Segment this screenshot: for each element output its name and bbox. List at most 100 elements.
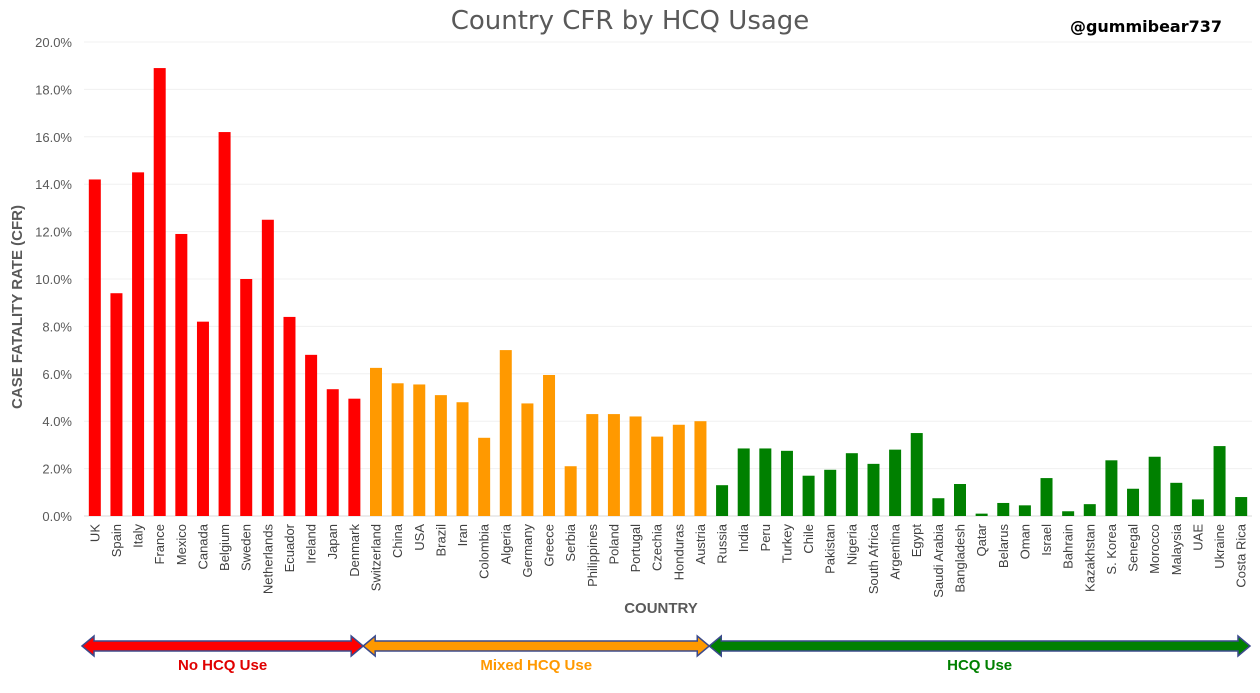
x-tick-label: Senegal <box>1126 524 1141 572</box>
bar <box>261 219 274 516</box>
x-tick-label: Germany <box>520 524 535 578</box>
x-tick-label: Denmark <box>347 524 362 577</box>
x-tick-label: Egypt <box>909 524 924 558</box>
x-tick-label: UAE <box>1190 524 1205 551</box>
bar <box>564 466 577 516</box>
bar <box>845 453 858 516</box>
x-tick-label: Nigeria <box>844 523 859 565</box>
x-tick-label: Czechia <box>650 523 665 571</box>
bar <box>1105 460 1118 516</box>
bar <box>521 403 534 516</box>
x-tick-label: Bangladesh <box>953 524 968 593</box>
bar <box>932 498 945 516</box>
bar <box>586 414 599 516</box>
group-arrow <box>80 634 365 658</box>
bar <box>1235 497 1248 516</box>
bar <box>499 350 512 516</box>
x-tick-label: Canada <box>195 523 210 569</box>
bar <box>1040 478 1053 516</box>
y-tick-label: 4.0% <box>42 414 72 429</box>
bar <box>153 68 166 516</box>
bar <box>737 448 750 516</box>
x-tick-label: Chile <box>801 524 816 554</box>
bar <box>629 416 642 516</box>
y-axis-title: CASE FATALITY RATE (CFR) <box>9 205 26 409</box>
bar <box>889 449 902 516</box>
bar <box>456 402 469 516</box>
x-tick-label: Belarus <box>996 524 1011 569</box>
bar <box>218 132 231 516</box>
x-tick-label: Ukraine <box>1212 524 1227 569</box>
bar <box>283 316 296 516</box>
x-tick-label: Iran <box>455 524 470 546</box>
y-tick-label: 14.0% <box>35 177 72 192</box>
group-label: No HCQ Use <box>178 657 267 674</box>
bar <box>759 448 772 516</box>
bar <box>413 384 426 516</box>
bar <box>305 354 318 516</box>
y-tick-label: 16.0% <box>35 130 72 145</box>
bar <box>910 433 923 516</box>
bar <box>326 389 339 516</box>
bar <box>716 485 729 516</box>
y-tick-label: 0.0% <box>42 509 72 524</box>
bar <box>110 293 123 516</box>
x-tick-label: Poland <box>606 524 621 564</box>
x-tick-label: Pakistan <box>823 524 838 574</box>
x-tick-label: Switzerland <box>369 524 384 591</box>
y-tick-label: 8.0% <box>42 319 72 334</box>
x-tick-label: Morocco <box>1147 524 1162 574</box>
x-tick-label: Argentina <box>888 523 903 579</box>
group-arrow <box>362 634 711 658</box>
bar <box>434 395 447 516</box>
x-tick-label: Japan <box>325 524 340 559</box>
bar <box>607 414 620 516</box>
bar <box>1127 488 1140 516</box>
chart-title: Country CFR by HCQ Usage <box>450 6 810 36</box>
bar <box>348 398 361 516</box>
x-tick-label: Costa Rica <box>1234 523 1249 587</box>
x-tick-label: Sweden <box>239 524 254 571</box>
x-tick-label: Algeria <box>498 523 513 564</box>
bars <box>88 68 1248 516</box>
bar <box>1062 511 1075 516</box>
y-axis-ticks: 0.0% 2.0% 4.0% 6.0% 8.0% 10.0% 12.0% 14.0% 16.0%… <box>35 35 72 524</box>
x-axis-labels: UK Spain Italy France Mexico Canada Belgium Swe… <box>87 523 1248 598</box>
bar <box>694 421 707 516</box>
bar <box>824 469 837 516</box>
x-tick-label: Ecuador <box>282 523 297 572</box>
bar <box>651 436 664 516</box>
x-tick-label: S. Korea <box>1104 523 1119 574</box>
bar <box>780 450 793 516</box>
bar <box>954 484 966 516</box>
x-tick-label: Greece <box>542 524 557 567</box>
gridlines <box>84 41 1252 517</box>
x-tick-label: Philippines <box>585 524 600 587</box>
x-tick-label: Italy <box>131 524 146 548</box>
x-tick-label: Russia <box>715 523 730 564</box>
bar <box>478 437 491 516</box>
y-tick-label: 2.0% <box>42 462 72 477</box>
bar <box>391 383 404 516</box>
x-tick-label: Mexico <box>174 524 189 565</box>
x-tick-label: Belgium <box>217 524 232 571</box>
bar <box>1083 504 1096 516</box>
bar <box>543 374 556 516</box>
x-tick-label: China <box>390 523 405 558</box>
x-tick-label: Oman <box>1017 524 1032 559</box>
y-tick-label: 10.0% <box>35 272 72 287</box>
x-tick-label: Ireland <box>304 524 319 564</box>
x-tick-label: Peru <box>758 524 773 551</box>
x-axis-title: COUNTRY <box>624 600 698 617</box>
bar <box>370 367 382 516</box>
y-tick-label: 12.0% <box>35 225 72 240</box>
y-tick-label: 6.0% <box>42 367 72 382</box>
x-tick-label: Turkey <box>779 524 794 564</box>
x-tick-label: Colombia <box>477 523 492 579</box>
bar <box>867 463 880 516</box>
bar <box>672 424 685 516</box>
x-tick-label: Serbia <box>563 523 578 561</box>
x-tick-label: Spain <box>109 524 124 557</box>
bar <box>196 321 209 516</box>
